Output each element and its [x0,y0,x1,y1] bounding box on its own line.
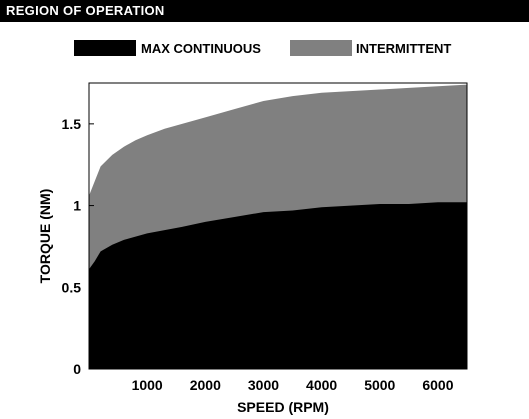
plot-areas [89,84,467,369]
header-title: REGION OF OPERATION [6,3,165,18]
y-tick-label: 1 [73,198,81,214]
area-max-continuous [89,202,467,369]
x-axis-label: SPEED (RPM) [237,399,329,415]
plot-frame [88,82,468,370]
x-tick-label: 3000 [248,377,279,393]
legend-swatch-intermittent [290,40,352,56]
x-tick-label: 4000 [306,377,337,393]
legend-label-intermittent: INTERMITTENT [356,41,451,56]
x-tick-label: 6000 [422,377,453,393]
x-axis-ticks: 1000 2000 3000 4000 5000 6000 [132,364,454,393]
header-bar: REGION OF OPERATION [0,0,529,22]
y-tick-label: 0 [73,361,81,377]
x-tick-label: 2000 [190,377,221,393]
x-tick-label: 1000 [132,377,163,393]
y-axis-ticks: 0 0.5 1 1.5 [62,116,94,377]
legend: MAX CONTINUOUS INTERMITTENT [74,40,451,56]
y-tick-label: 1.5 [62,116,82,132]
x-tick-label: 5000 [364,377,395,393]
legend-label-max-continuous: MAX CONTINUOUS [141,41,261,56]
y-tick-label: 0.5 [62,279,82,295]
legend-swatch-max-continuous [74,40,136,56]
y-axis-label: TORQUE (NM) [37,189,53,284]
